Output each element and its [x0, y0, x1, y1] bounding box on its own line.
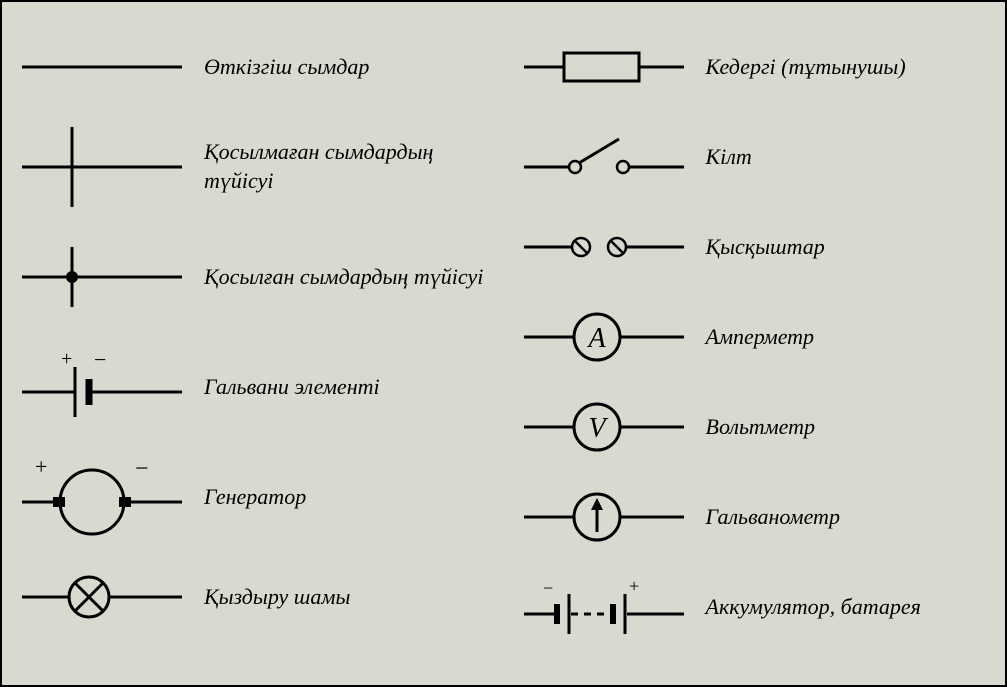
row-voltmeter: V Вольтметр [514, 382, 996, 472]
label-resistor: Кедергі (тұтынушы) [694, 53, 996, 82]
right-column: Кедергі (тұтынушы) Кілт [504, 22, 996, 665]
left-column: Өткізгіш сымдар Қосылмаған сымдардың түй… [12, 22, 504, 665]
label-galvanometer: Гальванометр [694, 503, 996, 532]
row-lamp: Қыздыру шамы [12, 552, 494, 642]
row-cell: + − Гальвани элементі [12, 332, 494, 442]
generator-plus: + [35, 454, 47, 479]
row-wire: Өткізгіш сымдар [12, 22, 494, 112]
generator-minus: − [135, 456, 149, 482]
symbol-lamp [12, 557, 192, 637]
symbol-voltmeter: V [514, 387, 694, 467]
symbol-terminals [514, 207, 694, 287]
row-ammeter: A Амперметр [514, 292, 996, 382]
label-terminals: Қысқыштар [694, 233, 996, 262]
symbol-cell: + − [12, 347, 192, 427]
svg-text:−: − [94, 347, 106, 372]
label-voltmeter: Вольтметр [694, 413, 996, 442]
label-battery: Аккумулятор, батарея [694, 593, 996, 622]
row-battery: − + Аккумулятор, батарея [514, 562, 996, 652]
svg-text:−: − [543, 578, 553, 598]
symbol-battery: − + [514, 567, 694, 647]
diagram-container: Өткізгіш сымдар Қосылмаған сымдардың түй… [2, 2, 1005, 685]
symbol-ammeter: A [514, 297, 694, 377]
label-cell: Гальвани элементі [192, 373, 494, 402]
symbol-cross-c [12, 237, 192, 317]
label-cross-nc: Қосылмаған сымдардың түйісуі [192, 138, 494, 195]
row-cross-nc: Қосылмаған сымдардың түйісуі [12, 112, 494, 222]
symbol-generator: + − [12, 457, 192, 537]
row-galvanometer: Гальванометр [514, 472, 996, 562]
symbol-galvanometer [514, 477, 694, 557]
symbol-wire [12, 27, 192, 107]
ammeter-letter: A [586, 323, 606, 354]
label-wire: Өткізгіш сымдар [192, 53, 494, 82]
label-ammeter: Амперметр [694, 323, 996, 352]
row-resistor: Кедергі (тұтынушы) [514, 22, 996, 112]
symbol-switch [514, 117, 694, 197]
symbol-cross-nc [12, 127, 192, 207]
label-switch: Кілт [694, 143, 996, 172]
label-cross-c: Қосылған сымдардың түйісуі [192, 263, 494, 292]
svg-text:+: + [629, 576, 639, 596]
row-generator: + − Генератор [12, 442, 494, 552]
symbol-resistor [514, 27, 694, 107]
row-terminals: Қысқыштар [514, 202, 996, 292]
label-generator: Генератор [192, 483, 494, 512]
label-lamp: Қыздыру шамы [192, 583, 494, 612]
voltmeter-letter: V [588, 413, 608, 444]
row-switch: Кілт [514, 112, 996, 202]
row-cross-c: Қосылған сымдардың түйісуі [12, 222, 494, 332]
svg-text:+: + [61, 348, 72, 370]
